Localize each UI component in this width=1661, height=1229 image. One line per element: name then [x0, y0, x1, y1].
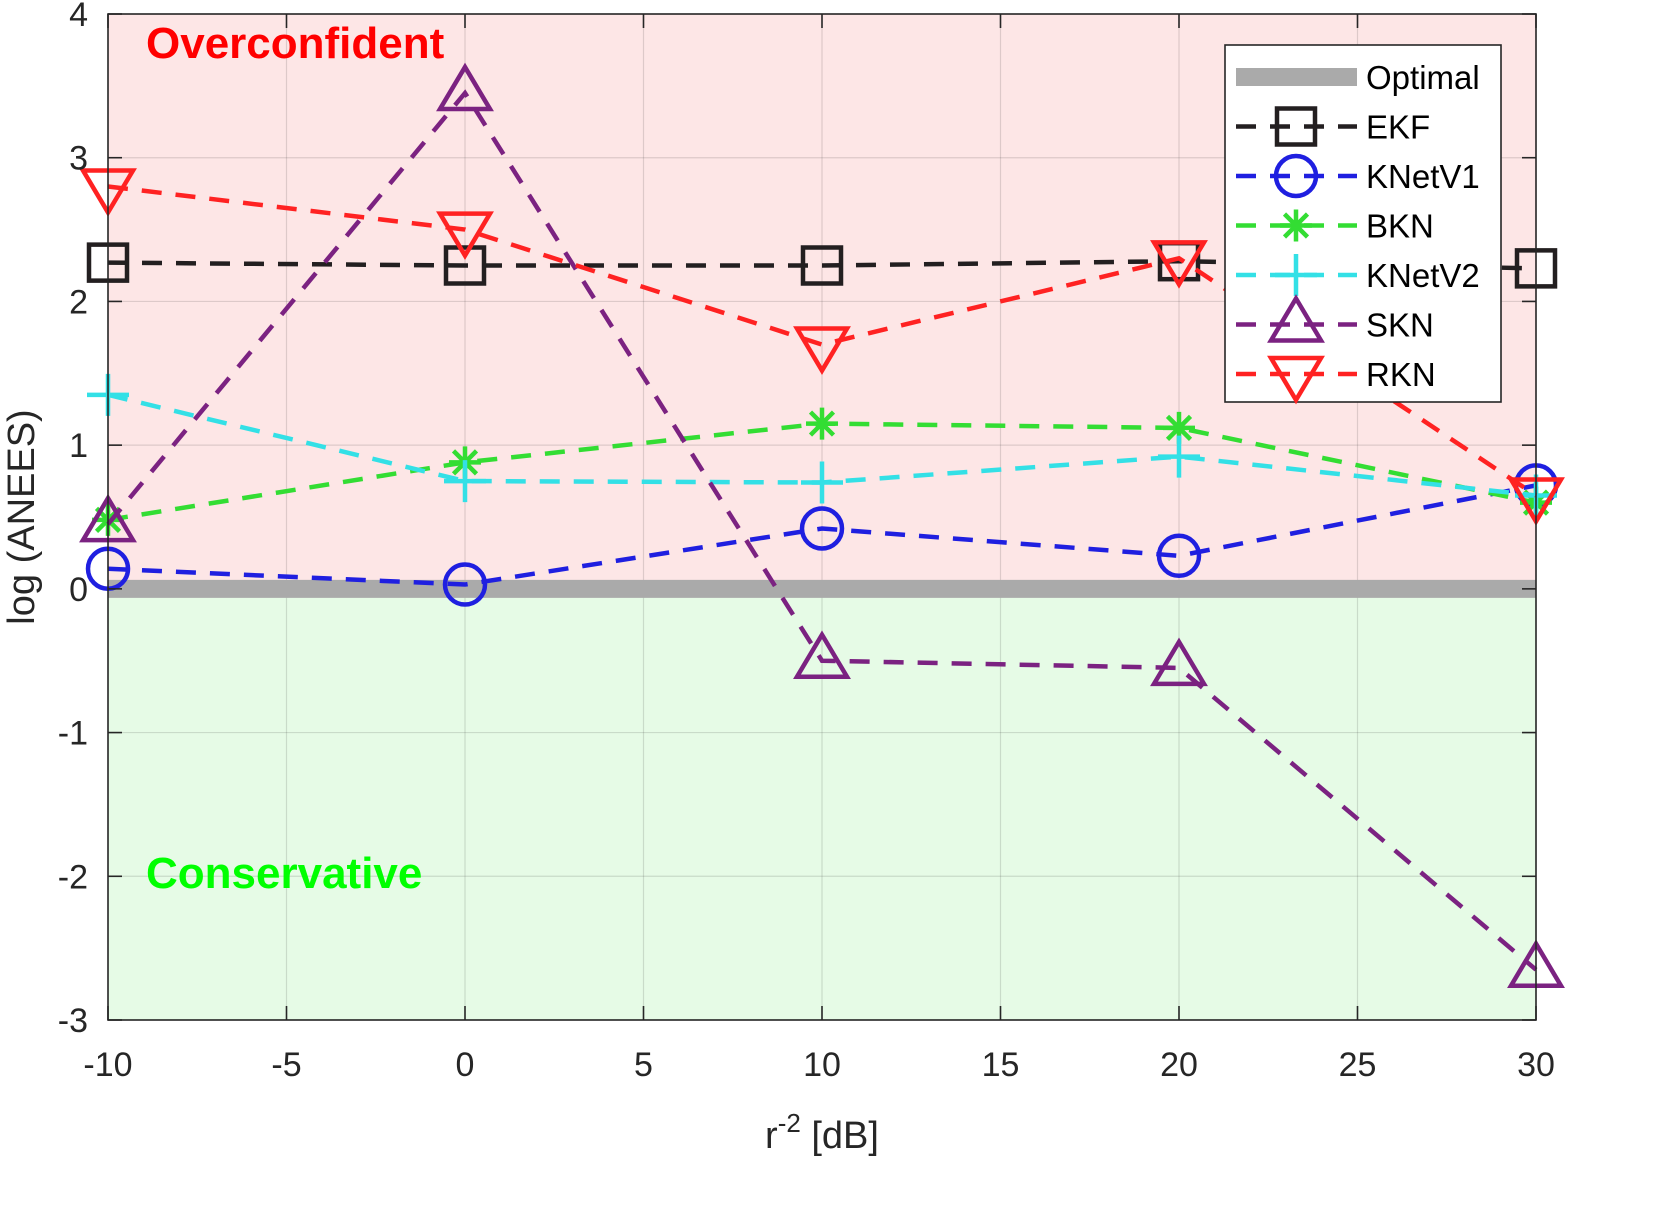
- x-axis-label-base: r: [765, 1115, 778, 1157]
- y-tick-label: 2: [69, 283, 88, 321]
- y-tick-label: -1: [58, 715, 88, 753]
- series-line-knetv1: [107, 483, 1537, 587]
- data-point-ekf: [800, 245, 844, 286]
- x-tick-label: -5: [271, 1046, 301, 1084]
- data-point-knetv2: [444, 460, 486, 503]
- data-point-rkn: [1150, 240, 1208, 289]
- y-tick-label: 4: [69, 0, 88, 34]
- legend-label-bkn: BKN: [1366, 208, 1434, 245]
- y-tick-label: 1: [69, 427, 88, 465]
- x-tick-label: 0: [456, 1046, 475, 1084]
- data-point-skn: [1150, 637, 1208, 687]
- legend-box: [1224, 44, 1502, 403]
- data-point-knetv2: [1158, 435, 1200, 478]
- data-point-skn: [793, 630, 851, 679]
- y-axis-label: log (ANEES): [1, 409, 43, 624]
- region-label-conservative: Conservative: [146, 849, 422, 898]
- legend-entry-skn: SKN: [1236, 294, 1434, 344]
- legend-entry-bkn: BKN: [1236, 208, 1434, 245]
- x-tick-label: 10: [803, 1046, 841, 1084]
- data-point-rkn: [793, 326, 851, 375]
- x-axis-label: r-2 [dB]: [765, 1108, 879, 1157]
- x-tick-label: -10: [83, 1046, 132, 1084]
- x-tick-label: 15: [982, 1046, 1020, 1084]
- series-line-rkn: [107, 184, 1538, 498]
- legend-marker-rkn: [1267, 355, 1325, 405]
- legend-label-rkn: RKN: [1366, 356, 1436, 393]
- data-point-skn: [436, 62, 494, 112]
- legend-label-skn: SKN: [1366, 307, 1434, 344]
- y-tick-label: -2: [58, 858, 88, 896]
- legend-marker-knetv1: [1273, 153, 1319, 199]
- legend-marker-bkn: [1280, 209, 1312, 242]
- data-point-knetv1: [1156, 533, 1202, 579]
- legend-label-knetv1: KNetV1: [1366, 158, 1480, 195]
- legend-marker-ekf: [1274, 106, 1318, 147]
- x-tick-label: 30: [1517, 1046, 1555, 1084]
- legend-label-optimal: Optimal: [1366, 59, 1480, 96]
- data-point-rkn: [436, 211, 494, 260]
- legend-marker-knetv2: [1275, 254, 1317, 296]
- data-point-bkn: [1163, 411, 1195, 444]
- legend-entry-knetv2: KNetV2: [1236, 254, 1480, 296]
- x-tick-label: 25: [1339, 1046, 1377, 1084]
- series-line-skn: [106, 89, 1538, 972]
- x-tick-label: 5: [634, 1046, 653, 1084]
- x-tick-label: 20: [1160, 1046, 1198, 1084]
- legend-label-knetv2: KNetV2: [1366, 257, 1480, 294]
- data-point-ekf: [443, 245, 487, 286]
- legend-entry-ekf: EKF: [1236, 106, 1430, 147]
- y-tick-label: -3: [58, 1002, 88, 1040]
- data-point-bkn: [806, 407, 838, 440]
- y-tick-label: 0: [69, 571, 88, 609]
- legend: Optimal EKF KNetV1 BKN KNetV2 SKN RKN: [1224, 44, 1502, 405]
- legend-marker-skn: [1267, 294, 1325, 343]
- x-axis-label-superscript: -2: [778, 1108, 801, 1138]
- data-point-knetv2: [801, 461, 843, 504]
- region-label-overconfident: Overconfident: [146, 19, 445, 68]
- legend-entry-rkn: RKN: [1236, 355, 1436, 405]
- x-axis-label-unit: [dB]: [801, 1115, 879, 1157]
- y-tick-label: 3: [69, 140, 88, 178]
- data-point-knetv1: [442, 562, 488, 607]
- data-point-knetv1: [799, 506, 845, 551]
- legend-label-ekf: EKF: [1366, 109, 1430, 146]
- legend-entry-knetv1: KNetV1: [1236, 153, 1480, 199]
